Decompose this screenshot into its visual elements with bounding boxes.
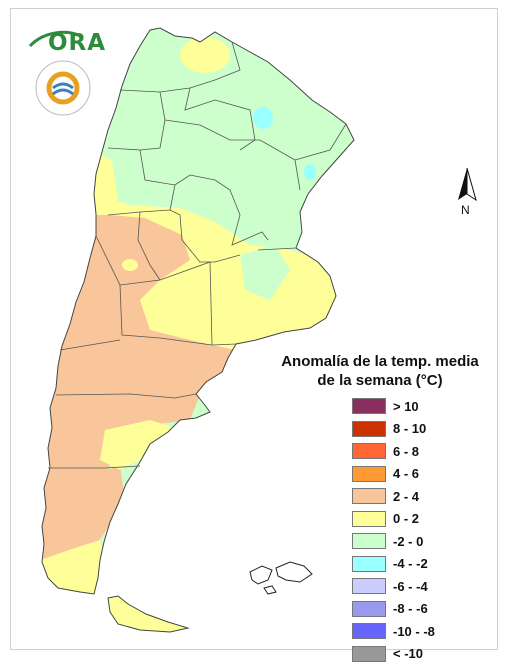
legend-title-line1: Anomalía de la temp. media xyxy=(268,352,492,371)
legend-label: -4 - -2 xyxy=(393,556,428,571)
legend-swatch xyxy=(352,556,386,572)
zone-minus4-minus2-spot1 xyxy=(253,107,273,129)
legend-item: -8 - -6 xyxy=(352,598,435,621)
legend-item: -2 - 0 xyxy=(352,530,435,553)
legend-item: -4 - -2 xyxy=(352,553,435,576)
legend-item: -10 - -8 xyxy=(352,620,435,643)
legend-swatch xyxy=(352,601,386,617)
legend-title-line2: de la semana (°C) xyxy=(268,371,492,390)
legend-label: 2 - 4 xyxy=(393,489,419,504)
legend-swatch xyxy=(352,623,386,639)
legend-item: -6 - -4 xyxy=(352,575,435,598)
legend-swatch xyxy=(352,578,386,594)
north-arrow-icon xyxy=(458,168,476,200)
legend-label: 8 - 10 xyxy=(393,421,426,436)
legend-item: 2 - 4 xyxy=(352,485,435,508)
tierra-del-fuego xyxy=(108,596,188,632)
legend-item: > 10 xyxy=(352,395,435,418)
legend-label: -10 - -8 xyxy=(393,624,435,639)
malvinas-islands xyxy=(250,562,312,594)
legend-label: -8 - -6 xyxy=(393,601,428,616)
legend-swatch xyxy=(352,533,386,549)
legend-item: 0 - 2 xyxy=(352,508,435,531)
legend-swatch xyxy=(352,443,386,459)
legend-label: -2 - 0 xyxy=(393,534,423,549)
legend-swatch xyxy=(352,488,386,504)
legend-item: 4 - 6 xyxy=(352,463,435,486)
legend-item: < -10 xyxy=(352,643,435,665)
legend: > 10 8 - 10 6 - 8 4 - 6 2 - 4 0 - 2 -2 - 0 -4 -… xyxy=(352,395,435,665)
legend-swatch xyxy=(352,466,386,482)
ora-logo: ORA xyxy=(48,30,106,56)
legend-item: 8 - 10 xyxy=(352,418,435,441)
legend-label: > 10 xyxy=(393,399,419,414)
zone-0-2-spot xyxy=(122,259,138,271)
legend-swatch xyxy=(352,398,386,414)
zone-minus4-minus2-spot2 xyxy=(304,164,316,180)
legend-item: 6 - 8 xyxy=(352,440,435,463)
legend-label: < -10 xyxy=(393,646,423,661)
zone-0-2-north xyxy=(180,37,230,73)
legend-label: 6 - 8 xyxy=(393,444,419,459)
legend-label: 4 - 6 xyxy=(393,466,419,481)
legend-title: Anomalía de la temp. media de la semana … xyxy=(268,352,492,390)
smn-emblem xyxy=(36,61,90,115)
legend-label: -6 - -4 xyxy=(393,579,428,594)
legend-label: 0 - 2 xyxy=(393,511,419,526)
legend-swatch xyxy=(352,511,386,527)
legend-swatch xyxy=(352,421,386,437)
legend-swatch xyxy=(352,646,386,662)
north-label: N xyxy=(461,203,470,217)
